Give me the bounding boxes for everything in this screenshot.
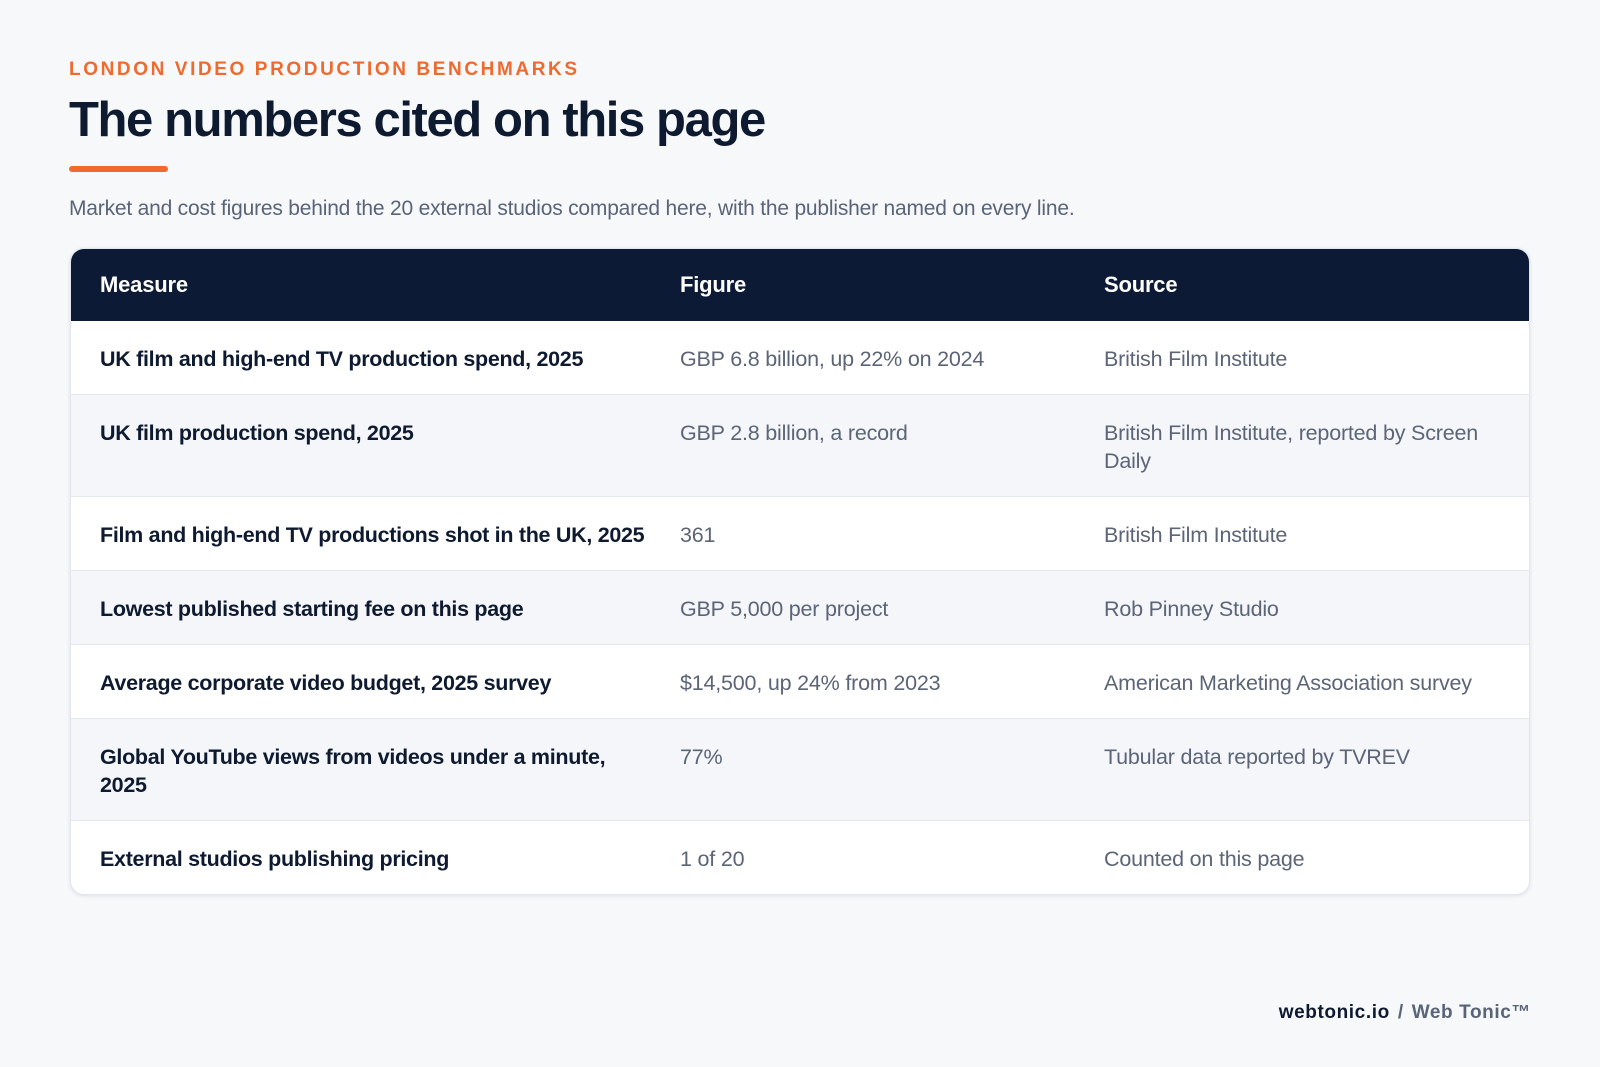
benchmarks-table: Measure Figure Source UK film and high-e… [71, 249, 1529, 895]
measure-cell: Average corporate video budget, 2025 sur… [100, 671, 552, 695]
table-row: Lowest published starting fee on this pa… [71, 570, 1529, 645]
table-row: External studios publishing pricing 1 of… [71, 820, 1529, 895]
source-cell: Rob Pinney Studio [1104, 597, 1279, 621]
page-subtitle: Market and cost figures behind the 20 ex… [69, 197, 1075, 220]
source-cell: American Marketing Association survey [1104, 671, 1472, 695]
source-cell: Counted on this page [1104, 847, 1305, 871]
title-accent-bar [69, 166, 168, 172]
figure-cell: 1 of 20 [680, 847, 745, 871]
source-cell: Tubular data reported by TVREV [1104, 745, 1410, 769]
footer-separator: / [1397, 1002, 1404, 1023]
footer-domain[interactable]: webtonic.io [1278, 1002, 1390, 1023]
benchmarks-table-card: Measure Figure Source UK film and high-e… [70, 248, 1530, 895]
column-header-source: Source [1104, 272, 1178, 297]
eyebrow-label: LONDON VIDEO PRODUCTION BENCHMARKS [69, 59, 580, 80]
figure-cell: $14,500, up 24% from 2023 [680, 671, 941, 695]
table-body: UK film and high-end TV production spend… [71, 321, 1529, 895]
column-header-figure: Figure [680, 272, 747, 297]
table-header-row: Measure Figure Source [71, 249, 1529, 321]
measure-cell: Global YouTube views from videos under a… [100, 745, 606, 797]
figure-cell: GBP 5,000 per project [680, 597, 889, 621]
table-row: UK film and high-end TV production spend… [71, 321, 1529, 395]
measure-cell: External studios publishing pricing [100, 847, 450, 871]
figure-cell: 361 [680, 523, 716, 547]
measure-cell: UK film production spend, 2025 [100, 421, 414, 445]
column-header-measure: Measure [100, 272, 188, 297]
figure-cell: GBP 2.8 billion, a record [680, 421, 908, 445]
table-row: Average corporate video budget, 2025 sur… [71, 644, 1529, 719]
source-cell: British Film Institute [1104, 523, 1288, 547]
measure-cell: Lowest published starting fee on this pa… [100, 597, 524, 621]
table-row: Global YouTube views from videos under a… [71, 718, 1529, 821]
source-cell: British Film Institute [1104, 347, 1288, 371]
measure-cell: UK film and high-end TV production spend… [100, 347, 584, 371]
source-cell: British Film Institute, reported by Scre… [1104, 421, 1478, 473]
measure-cell: Film and high-end TV productions shot in… [100, 523, 645, 547]
page-title: The numbers cited on this page [69, 93, 766, 147]
footer-credit: webtonic.io / Web Tonic™ [1279, 1002, 1531, 1024]
figure-cell: GBP 6.8 billion, up 22% on 2024 [680, 347, 985, 371]
footer-brand: Web Tonic™ [1411, 1002, 1531, 1023]
table-header: Measure Figure Source [71, 249, 1529, 321]
figure-cell: 77% [680, 745, 723, 769]
table-row: UK film production spend, 2025 GBP 2.8 b… [71, 394, 1529, 497]
table-row: Film and high-end TV productions shot in… [71, 496, 1529, 571]
